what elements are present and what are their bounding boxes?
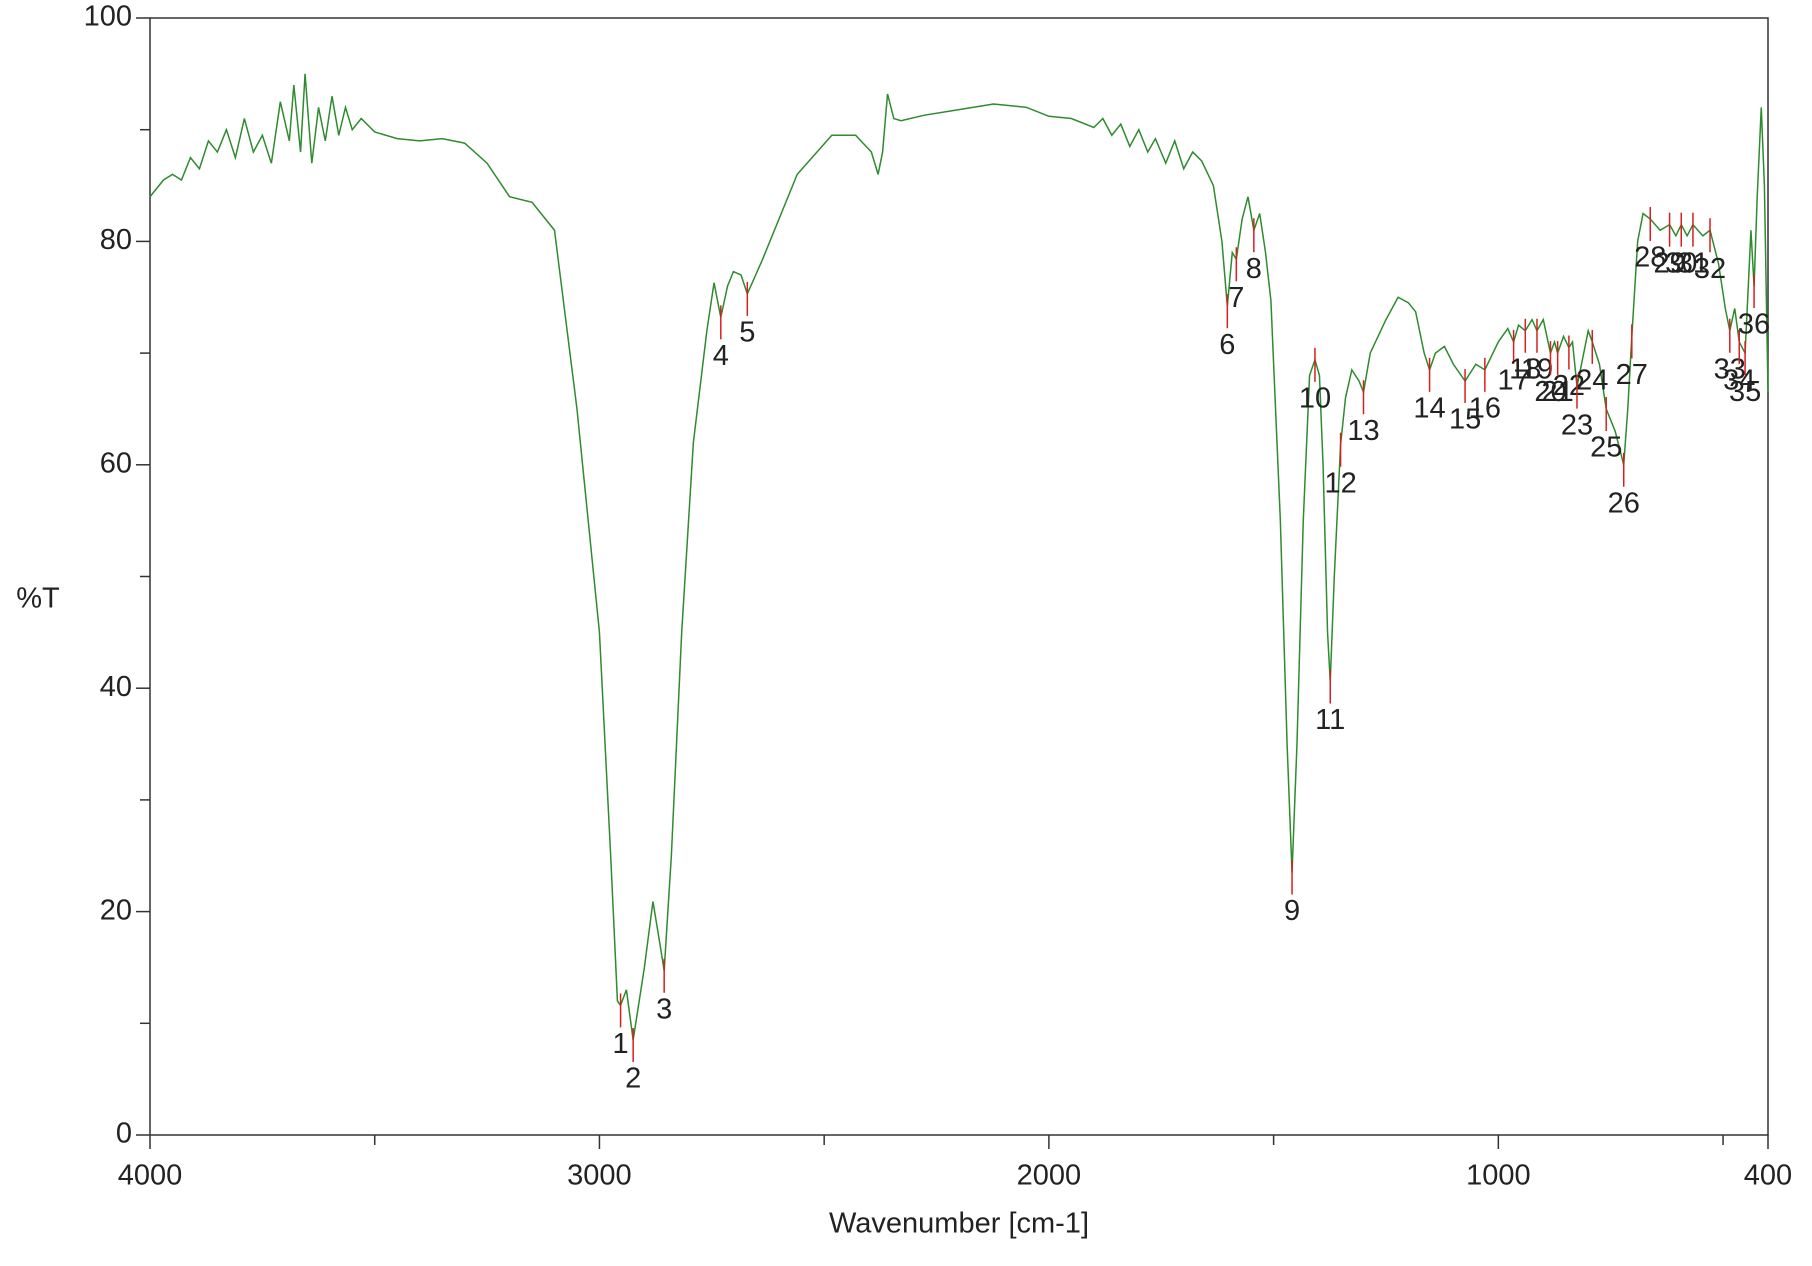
x-tick-label: 1000 — [1466, 1160, 1531, 1192]
peak-label: 22 — [1553, 370, 1585, 402]
peak-label: 32 — [1694, 253, 1726, 285]
peak-label: 31 — [1677, 247, 1709, 279]
x-tick-label: 400 — [1744, 1160, 1792, 1192]
peak-label: 4 — [713, 340, 729, 372]
plot-frame — [149, 17, 1769, 1136]
x-axis-label: Wavenumber [cm-1] — [829, 1208, 1089, 1240]
peak-label: 1 — [612, 1028, 628, 1060]
y-tick-label: 20 — [100, 894, 132, 926]
peak-label: 33 — [1714, 353, 1746, 385]
peak-label: 17 — [1497, 365, 1529, 397]
peak-label: 16 — [1469, 393, 1501, 425]
peak-label: 23 — [1561, 409, 1593, 441]
peak-label: 6 — [1219, 329, 1235, 361]
y-tick-label: 100 — [84, 1, 132, 33]
peak-label: 36 — [1738, 309, 1770, 341]
y-tick-label: 0 — [116, 1118, 132, 1150]
x-tick-label: 4000 — [118, 1160, 183, 1192]
y-axis-label: %T — [16, 583, 60, 615]
peak-label: 7 — [1228, 282, 1244, 314]
peak-label: 15 — [1449, 404, 1481, 436]
peak-label: 25 — [1590, 432, 1622, 464]
x-tick-label: 2000 — [1017, 1160, 1082, 1192]
peak-label: 20 — [1534, 376, 1566, 408]
peak-label: 30 — [1665, 247, 1697, 279]
peak-label: 9 — [1284, 895, 1300, 927]
y-tick-label: 60 — [100, 447, 132, 479]
peak-label: 10 — [1299, 382, 1331, 414]
peak-label: 28 — [1634, 242, 1666, 274]
y-tick-label: 40 — [100, 671, 132, 703]
peak-label: 29 — [1653, 247, 1685, 279]
peak-label: 2 — [625, 1063, 641, 1095]
peak-label: 27 — [1616, 359, 1648, 391]
peak-label: 12 — [1324, 467, 1356, 499]
peak-label: 11 — [1315, 704, 1345, 736]
peak-label: 19 — [1521, 353, 1553, 385]
peak-label: 35 — [1729, 376, 1761, 408]
peak-label: 21 — [1542, 376, 1574, 408]
peak-label: 26 — [1608, 487, 1640, 519]
peak-label: 13 — [1347, 415, 1379, 447]
peak-label: 14 — [1413, 393, 1445, 425]
peak-label: 18 — [1509, 353, 1541, 385]
x-tick-label: 3000 — [567, 1160, 632, 1192]
peak-label: 8 — [1246, 253, 1262, 285]
peak-label: 34 — [1723, 365, 1755, 397]
spectrum-line — [149, 73, 1769, 1041]
peak-label: 24 — [1576, 365, 1608, 397]
peak-label: 3 — [656, 993, 672, 1025]
y-tick-label: 80 — [100, 224, 132, 256]
peak-label: 5 — [739, 317, 755, 349]
